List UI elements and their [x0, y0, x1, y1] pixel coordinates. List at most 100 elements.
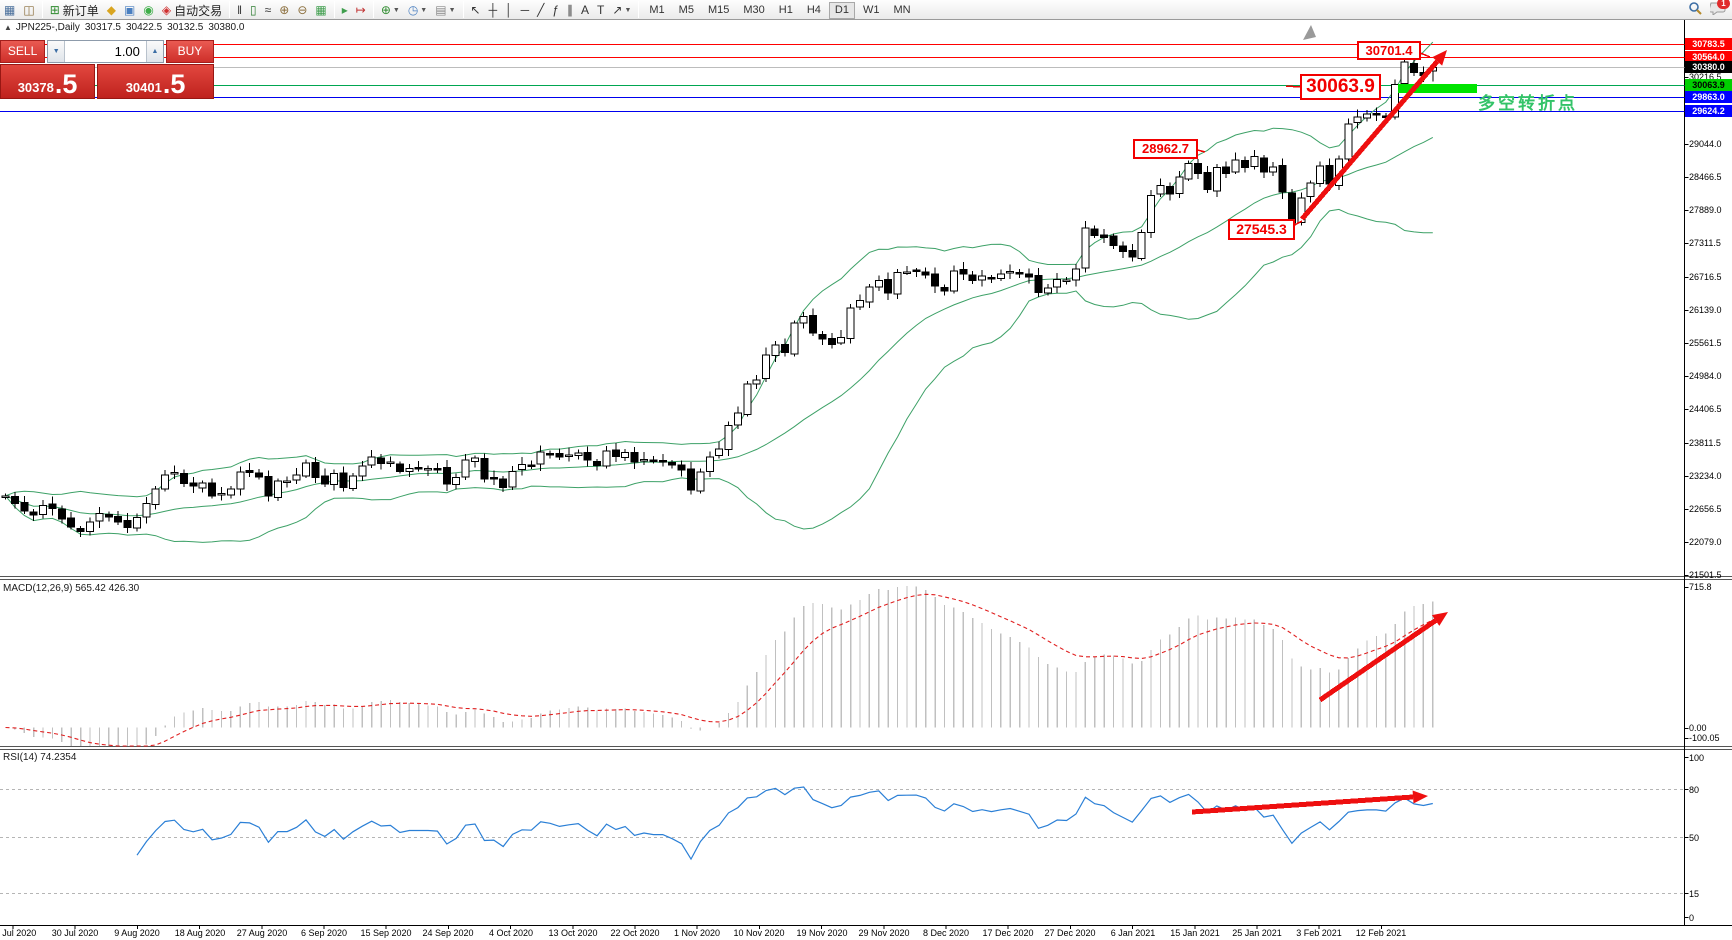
price-tick-label: 24406.5 [1689, 404, 1722, 414]
candle [245, 469, 254, 473]
date-axis-label: 10 Nov 2020 [733, 928, 785, 938]
line-chart-icon[interactable]: ≈ [261, 2, 276, 19]
symbol-icon: ▲ [4, 23, 12, 32]
templates-icon-dropdown[interactable]: ▼ [448, 6, 456, 14]
trendline-icon[interactable]: ╱ [533, 2, 548, 19]
fibonacci-icon[interactable]: ƒ [548, 2, 563, 19]
bar-chart-icon[interactable]: ‖ [233, 2, 246, 19]
price-annotation-27545[interactable]: 27545.3 [1228, 219, 1295, 240]
trend-arrow-rsi[interactable] [1191, 794, 1414, 815]
auto-scroll-icon[interactable]: ▸ [338, 2, 352, 19]
sell-button[interactable]: SELL [0, 40, 46, 63]
zoom-out-icon[interactable]: ⊖ [293, 2, 311, 19]
price-tick-label: 26139.0 [1689, 305, 1722, 315]
arrows-icon-dropdown[interactable]: ▼ [624, 6, 632, 14]
candle [855, 300, 864, 308]
templates-icon[interactable]: ▤ ▼ [431, 2, 459, 19]
volume-input[interactable]: 1.00 [65, 41, 146, 62]
candle [273, 480, 282, 498]
notifications-icon[interactable]: 1 [1708, 0, 1730, 16]
candle [442, 467, 451, 485]
timeframe-button-mn[interactable]: MN [893, 4, 911, 16]
candle [142, 502, 151, 518]
buy-button[interactable]: BUY [165, 40, 214, 63]
timeframe-button-m30[interactable]: M30 [743, 4, 765, 16]
timeframe-button-d1[interactable]: D1 [828, 2, 855, 19]
price-annotation-30063[interactable]: 30063.9 [1300, 74, 1381, 100]
quote-close: 30380.0 [208, 22, 245, 33]
candle [104, 514, 113, 518]
metaeditor-icon[interactable]: ◆ [103, 2, 120, 19]
periods-icon-dropdown[interactable]: ▼ [420, 6, 428, 14]
trend-arrow-rsi-head[interactable] [1412, 790, 1428, 804]
timeframe-button-w1[interactable]: W1 [862, 4, 880, 16]
search-icon[interactable] [1688, 1, 1702, 15]
green-highlight-bar[interactable] [1398, 84, 1477, 93]
volume-increase-button[interactable]: ▲ [145, 41, 163, 62]
candle [602, 450, 611, 467]
sell-price-display[interactable]: 30378.5 [0, 64, 96, 99]
crosshair-icon[interactable]: ┼ [485, 2, 502, 19]
candle [611, 449, 620, 457]
candle [471, 457, 479, 462]
indicators-icon[interactable]: ⊕ ▼ [377, 2, 404, 19]
trend-arrow-main[interactable] [1300, 59, 1440, 221]
chart-shift-icon[interactable]: ↦ [352, 2, 370, 19]
chart-window-icon[interactable]: ▦ [0, 2, 19, 19]
strategy-tester-icon[interactable]: ◉ [139, 2, 157, 19]
channels-icon[interactable]: ∥ [563, 2, 577, 19]
candle [1175, 176, 1184, 195]
candle [1184, 162, 1193, 180]
terminal-icon[interactable]: ▣ [120, 2, 139, 19]
volume-decrease-button[interactable]: ▼ [48, 41, 66, 62]
price-tick-label: 24984.0 [1689, 371, 1722, 381]
zoom-in-icon[interactable]: ⊕ [275, 2, 293, 19]
toolbar-separator [372, 0, 374, 18]
candle [311, 461, 320, 479]
label-icon[interactable]: T [593, 2, 608, 19]
candle [499, 478, 508, 488]
crosshair-icon: ┼ [488, 2, 498, 17]
timeframe-button-h4[interactable]: H4 [806, 4, 821, 16]
cursor-icon[interactable]: ↖ [467, 2, 485, 19]
trend-arrow-macd[interactable] [1318, 618, 1438, 703]
date-axis-label: 19 Nov 2020 [796, 928, 848, 938]
vertical-line-icon[interactable]: │ [501, 2, 517, 19]
autotrading-button[interactable]: ◈ 自动交易 [158, 2, 226, 19]
toolbar-separator [462, 0, 464, 18]
arrows-icon[interactable]: ↗ ▼ [608, 2, 635, 19]
price-badge-green: 30063.9 [1685, 79, 1732, 91]
tile-windows-icon[interactable]: ▦ [311, 2, 330, 19]
profile-chart-icon[interactable]: ◫ [19, 2, 38, 19]
new-order-button[interactable]: ⊞ 新订单 [46, 2, 103, 19]
buy-price-display[interactable]: 30401.5 [97, 64, 214, 99]
timeframe-button-h1[interactable]: H1 [778, 4, 793, 16]
candle [264, 475, 273, 497]
candle [461, 459, 470, 478]
candle [39, 504, 48, 516]
timeframe-button-m15[interactable]: M15 [707, 4, 730, 16]
price-tick-label: 27311.5 [1689, 238, 1721, 248]
macd-scale-label: 715.8 [1689, 582, 1712, 592]
indicators-icon-dropdown[interactable]: ▼ [392, 6, 400, 14]
candle [405, 468, 414, 473]
trend-arrow-macd-head[interactable] [1431, 612, 1448, 626]
cursor-icon: ↖ [470, 2, 481, 17]
candlestick-chart-icon: ▯ [250, 2, 257, 17]
text-icon[interactable]: A [577, 2, 593, 19]
horizontal-line-icon[interactable]: ─ [517, 2, 534, 19]
turning-point-text[interactable]: 多空转折点 [1478, 94, 1578, 113]
price-tick-label: 23811.5 [1689, 438, 1721, 448]
trend-arrow-main-head[interactable] [1432, 50, 1447, 66]
price-annotation-30701[interactable]: 30701.4 [1357, 41, 1421, 60]
candle [1118, 245, 1127, 252]
price-annotation-28962[interactable]: 28962.7 [1133, 139, 1198, 159]
timeframe-button-m5[interactable]: M5 [678, 4, 694, 16]
date-axis-label: 3 Feb 2021 [1296, 928, 1342, 938]
periods-icon[interactable]: ◷ ▼ [404, 2, 431, 19]
timeframe-button-m1[interactable]: M1 [649, 4, 665, 16]
candle [893, 272, 902, 295]
candle [865, 286, 874, 303]
candle [921, 271, 930, 276]
candlestick-chart-icon[interactable]: ▯ [246, 2, 261, 19]
